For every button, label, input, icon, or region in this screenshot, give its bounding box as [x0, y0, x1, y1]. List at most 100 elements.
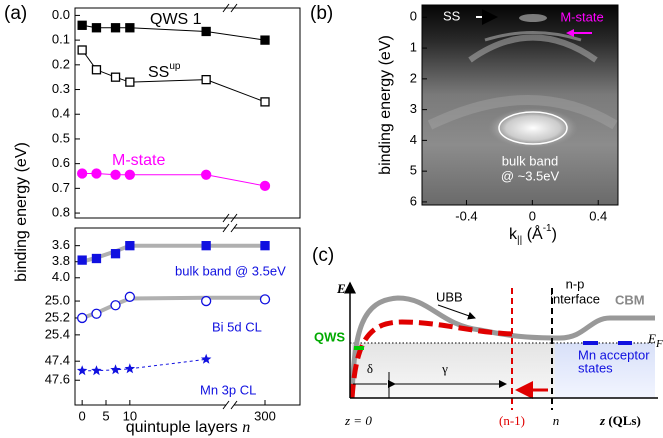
annotation: UBB — [436, 289, 463, 304]
y-tick-label: 0 — [410, 9, 417, 24]
y-tick-label: 4.0 — [52, 269, 70, 284]
data-point — [92, 169, 101, 178]
x-tick-label: 0 — [79, 408, 86, 423]
annotation: z = 0 — [344, 413, 372, 428]
data-point — [202, 242, 210, 250]
label-sub: F — [655, 338, 663, 350]
annotation: δ — [367, 361, 373, 376]
label-part: SS — [148, 64, 169, 81]
axis-break — [223, 4, 237, 409]
series-label: SSup — [148, 61, 181, 82]
x-axis-label: quintuple layers n — [126, 419, 251, 437]
data-point — [78, 313, 87, 322]
series-line — [82, 298, 265, 318]
y-tick-label: 6 — [410, 193, 417, 208]
label-superscript: up — [169, 61, 181, 72]
annotation: M-state — [560, 9, 603, 24]
data-point — [125, 363, 136, 373]
y-tick-label: 3.8 — [52, 253, 70, 268]
data-point — [202, 76, 210, 84]
annotation: CBM — [615, 292, 645, 307]
y-tick-label: 0.7 — [52, 180, 70, 195]
x-tick-label: 5 — [102, 408, 109, 423]
data-point — [126, 242, 134, 250]
y-tick-label: 47.4 — [45, 353, 70, 368]
data-point — [202, 297, 211, 306]
data-point — [92, 24, 100, 32]
data-point — [201, 354, 212, 364]
data-point — [125, 292, 134, 301]
panel-label: (c) — [312, 245, 334, 266]
data-point — [92, 255, 100, 263]
data-point — [92, 309, 101, 318]
annotation: @ ~3.5eV — [501, 168, 560, 183]
annotation: z (QLs) — [599, 413, 641, 428]
page: {"chart_data": [ {"type": "line", "panel… — [0, 0, 663, 438]
label-part: E — [647, 331, 656, 346]
series-line — [82, 246, 265, 262]
data-point — [261, 181, 270, 190]
data-point — [111, 301, 120, 310]
y-tick-label: 0.4 — [52, 106, 70, 121]
y-axis-label: binding energy (eV) — [13, 142, 30, 282]
y-tick-label: 0.3 — [52, 81, 70, 96]
data-point — [78, 46, 86, 54]
label-part: z — [599, 413, 606, 428]
data-point — [202, 170, 211, 179]
x-tick-label: 300 — [254, 408, 276, 423]
series-line — [82, 174, 265, 186]
y-tick-label: 4 — [410, 132, 417, 147]
data-point — [91, 365, 102, 375]
y-tick-label: 47.6 — [45, 372, 70, 387]
y-tick-label: 0.8 — [52, 204, 70, 219]
y-tick-label: 5 — [410, 163, 417, 178]
annotation: interface — [550, 291, 600, 306]
data-point — [261, 242, 269, 250]
data-point — [92, 66, 100, 74]
series-label: Bi 5d CL — [212, 319, 262, 334]
label-var: n — [242, 419, 250, 436]
annotation: (n-1) — [499, 413, 525, 428]
data-point — [77, 365, 88, 375]
x-tick-label: 0.4 — [589, 208, 607, 223]
data-point — [110, 364, 121, 374]
data-point — [78, 169, 87, 178]
y-tick-label: 0.2 — [52, 56, 70, 71]
y-tick-label: 3.6 — [52, 237, 70, 252]
series-label: bulk band @ 3.5eV — [175, 263, 286, 278]
y-tick-label: 0.0 — [52, 7, 70, 22]
data-point — [125, 170, 134, 179]
data-point — [261, 36, 269, 44]
annotation: n-p — [566, 276, 585, 291]
data-point — [112, 250, 120, 258]
x-axis-label: k|| (Å-1) — [509, 223, 557, 246]
panel-label: (a) — [4, 3, 27, 24]
y-tick-label: 0.6 — [52, 155, 70, 170]
x-tick-label: -0.4 — [455, 208, 477, 223]
data-point — [111, 170, 120, 179]
series-line — [82, 50, 265, 102]
data-point — [261, 98, 269, 106]
annotation: n — [553, 413, 560, 428]
label-part: ) — [552, 226, 557, 243]
y-tick-label: 25.0 — [45, 292, 70, 307]
series-label: QWS 1 — [150, 11, 202, 28]
figure: (a) binding energy (eV) QWS 1 SSup M-sta… — [0, 0, 663, 438]
annotation: SS — [443, 8, 461, 23]
y-tick-label: 0.5 — [52, 130, 70, 145]
annotation: QWS — [314, 329, 345, 344]
data-point — [112, 24, 120, 32]
axis-label: E — [336, 281, 346, 296]
y-tick-label: 2 — [410, 70, 417, 85]
y-tick-label: 25.4 — [45, 326, 70, 341]
y-tick-label: 3 — [410, 101, 417, 116]
y-tick-label: 1 — [410, 40, 417, 55]
label-part: (Å — [522, 224, 543, 243]
y-tick-label: 0.1 — [52, 32, 70, 47]
series-label: M-state — [112, 152, 165, 169]
label-part: (QLs) — [608, 413, 641, 428]
annotation: bulk band — [502, 153, 558, 168]
x-tick-label: 10 — [123, 408, 137, 423]
data-point — [78, 21, 86, 29]
label-part: quintuple layers — [126, 419, 238, 436]
